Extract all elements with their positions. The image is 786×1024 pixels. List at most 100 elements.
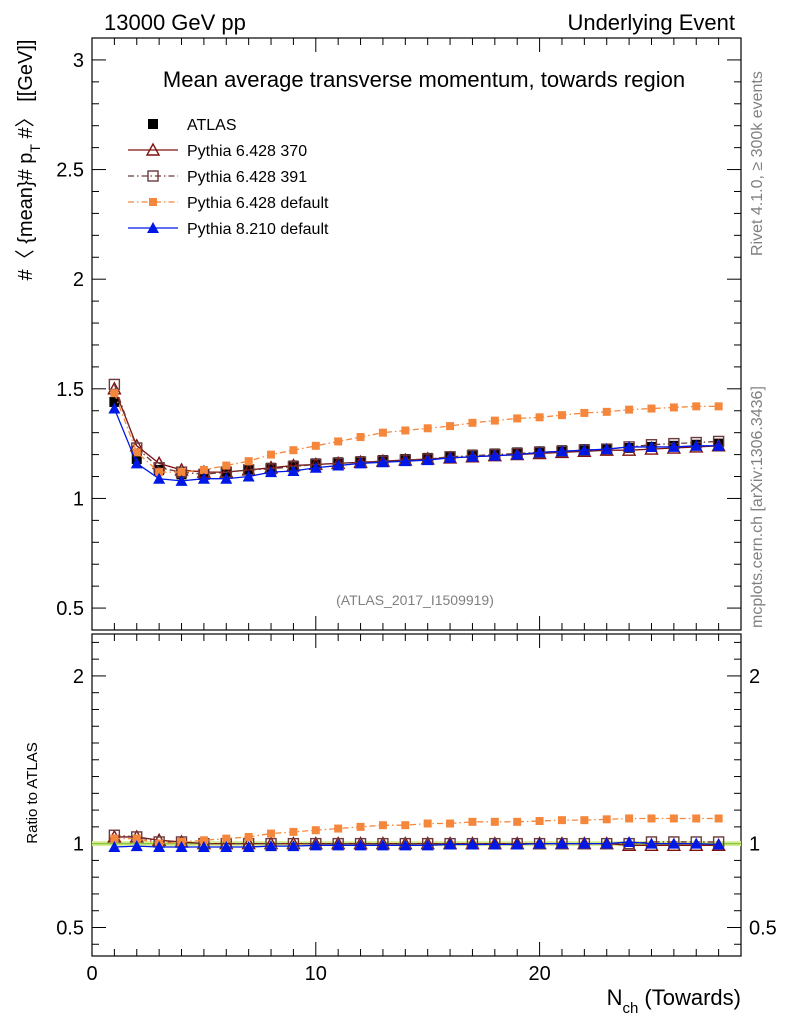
main-point-pythia-6-428-default <box>267 450 276 459</box>
main-series <box>107 378 726 486</box>
main-point-pythia-6-428-default <box>110 389 119 398</box>
main-point-pythia-8-210-default <box>197 472 210 484</box>
main-point-pythia-6-428-default <box>669 403 678 412</box>
main-point-pythia-6-428-default <box>602 407 611 416</box>
main-point-pythia-6-428-default <box>289 446 298 455</box>
main-point-pythia-6-428-default <box>468 418 477 427</box>
main-point-pythia-6-428-default <box>692 402 701 411</box>
main-point-pythia-8-210-default <box>108 402 121 414</box>
legend-label-pythia-6-428-391: Pythia 6.428 391 <box>187 169 307 186</box>
legend-label-pythia-6-428-default: Pythia 6.428 default <box>187 195 329 212</box>
main-point-pythia-6-428-default <box>557 411 566 420</box>
ratio-point-pythia-6-428-default <box>378 821 387 830</box>
main-point-pythia-8-210-default <box>175 474 188 486</box>
main-point-pythia-8-210-default <box>578 444 591 456</box>
legend-marker-pythia-6-428-370 <box>145 142 161 156</box>
legend-marker-pythia-6-428-391 <box>147 170 159 182</box>
ratio-series <box>107 814 726 852</box>
main-point-pythia-6-428-default <box>490 416 499 425</box>
chart-watermark: (ATLAS_2017_I1509919) <box>336 592 494 608</box>
main-point-pythia-8-210-default <box>354 457 367 469</box>
main-line-pythia-6-428-default <box>113 392 719 473</box>
ratio-point-pythia-8-210-default <box>153 840 166 852</box>
main-point-pythia-6-428-default <box>244 457 253 466</box>
ratio-point-pythia-8-210-default <box>667 837 680 849</box>
y-tick-label: 1.5 <box>56 379 84 401</box>
ratio-point-pythia-6-428-default <box>557 816 566 825</box>
ratio-point-pythia-6-428-default <box>110 834 119 843</box>
ratio-point-pythia-8-210-default <box>332 839 345 851</box>
ratio-point-pythia-6-428-default <box>132 834 141 843</box>
main-point-pythia-8-210-default <box>153 472 166 484</box>
ratio-point-pythia-8-210-default <box>175 840 188 852</box>
ratio-point-pythia-8-210-default <box>555 837 568 849</box>
ratio-point-pythia-6-428-default <box>356 822 365 831</box>
main-point-pythia-8-210-default <box>533 446 546 458</box>
x-tick-label: 0 <box>86 963 97 985</box>
ratio-point-pythia-8-210-default <box>399 839 412 851</box>
main-point-pythia-8-210-default <box>287 465 300 477</box>
ratio-point-pythia-8-210-default <box>354 839 367 851</box>
ratio-point-pythia-6-428-default <box>401 821 410 830</box>
ratio-point-pythia-6-428-default <box>244 832 253 841</box>
main-point-pythia-6-428-default <box>356 433 365 442</box>
main-point-pythia-8-210-default <box>376 456 389 468</box>
main-point-pythia-6-428-default <box>513 414 522 423</box>
main-y-axis-label: #〈 {mean}# pT #〉 [[GeV]] <box>15 40 43 281</box>
main-point-pythia-8-210-default <box>265 466 278 478</box>
legend-label-atlas: ATLAS <box>187 117 237 134</box>
main-point-pythia-6-428-default <box>155 468 164 477</box>
main-point-pythia-6-428-default <box>423 424 432 433</box>
legend-label-pythia-8-210-default: Pythia 8.210 default <box>187 221 329 238</box>
ratio-point-pythia-6-428-default <box>580 816 589 825</box>
ratio-line-pythia-6-428-391 <box>114 834 719 845</box>
legend: ATLAS Pythia 6.428 370 Pythia 6.428 391 Pyt… <box>128 117 329 238</box>
ratio-y-tick-label: 2 <box>749 666 760 688</box>
legend-label-pythia-6-428-370: Pythia 6.428 370 <box>187 143 307 160</box>
main-line-pythia-8-210-default <box>113 408 719 482</box>
ratio-point-pythia-8-210-default <box>623 835 636 847</box>
main-point-pythia-6-428-default <box>378 428 387 437</box>
main-point-pythia-6-428-default <box>580 408 589 417</box>
main-point-pythia-8-210-default <box>444 451 457 463</box>
y-tick-label: 3 <box>73 50 84 72</box>
ratio-y-tick-label: 0.5 <box>749 917 777 939</box>
main-point-pythia-8-210-default <box>623 440 636 452</box>
ratio-point-pythia-6-428-default <box>468 817 477 826</box>
ratio-point-pythia-8-210-default <box>197 840 210 852</box>
axis-ticks: 0 10 20 0.5 1 1.5 2 2.5 3 0.5 0.5 1 1 2 2 <box>56 37 777 985</box>
ratio-point-pythia-8-210-default <box>265 840 278 852</box>
ratio-point-pythia-6-428-default <box>289 827 298 836</box>
ratio-point-pythia-6-428-default <box>311 826 320 835</box>
ratio-point-pythia-6-428-default <box>222 834 231 843</box>
ratio-point-pythia-8-210-default <box>309 839 322 851</box>
main-point-pythia-8-210-default <box>242 470 255 482</box>
main-point-pythia-6-428-default <box>446 422 455 431</box>
ratio-point-pythia-8-210-default <box>690 837 703 849</box>
ratio-y-tick-label: 0.5 <box>56 917 84 939</box>
main-point-pythia-8-210-default <box>712 439 725 451</box>
ratio-point-pythia-6-428-default <box>267 829 276 838</box>
main-point-pythia-8-210-default <box>309 461 322 473</box>
rivet-label: Rivet 4.1.0, ≥ 300k events <box>749 71 766 256</box>
ratio-point-pythia-8-210-default <box>242 840 255 852</box>
header-right: Underlying Event <box>567 10 735 35</box>
main-panel-frame <box>91 37 742 631</box>
mcplots-label: mcplots.cern.ch [arXiv:1306.3436] <box>749 386 766 628</box>
main-point-pythia-6-428-default <box>401 426 410 435</box>
ratio-point-pythia-6-428-default <box>423 819 432 828</box>
y-tick-label: 2 <box>73 269 84 291</box>
ratio-line-pythia-6-428-default <box>114 817 719 845</box>
ratio-point-pythia-8-210-default <box>108 840 121 852</box>
x-axis-label-sub: ch <box>622 1000 638 1017</box>
legend-marker-pythia-8-210-default <box>147 222 159 233</box>
main-point-pythia-8-210-default <box>690 439 703 451</box>
x-tick-label: 20 <box>528 963 550 985</box>
y-tick-label: 0.5 <box>56 598 84 620</box>
main-point-pythia-8-210-default <box>511 448 524 460</box>
chart-title: Mean average transverse momentum, toward… <box>163 67 685 92</box>
main-point-pythia-8-210-default <box>220 472 233 484</box>
x-axis-label: Nch (Towards) <box>607 985 741 1017</box>
ratio-point-pythia-8-210-default <box>421 839 434 851</box>
